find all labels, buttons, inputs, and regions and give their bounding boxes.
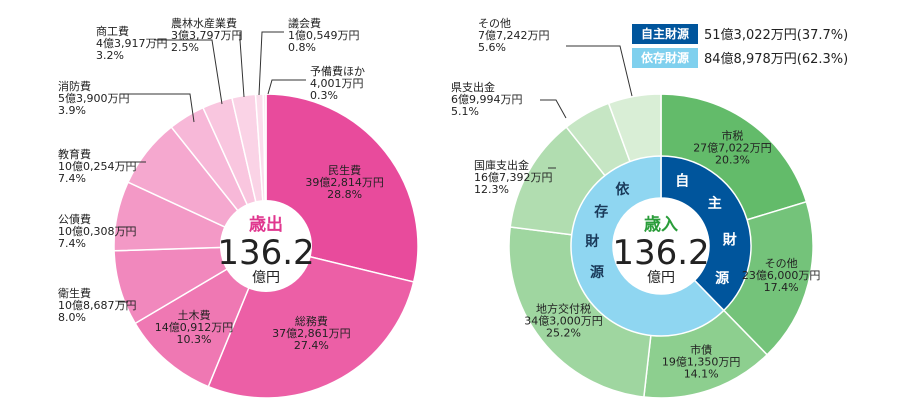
expenditure-label-amount-10: 4,001万円 xyxy=(310,77,364,90)
expenditure-center-hole xyxy=(220,200,312,292)
expenditure-label-percent-6: 3.9% xyxy=(58,104,86,117)
revenue-label-name-4: 国庫支出金 xyxy=(474,158,529,172)
revenue-center-hole xyxy=(613,198,709,294)
expenditure-label-amount-8: 3億3,797万円 xyxy=(171,29,243,42)
expenditure-label-name-3: 衛生費 xyxy=(58,286,91,300)
revenue-label-percent-1: 17.4% xyxy=(764,281,799,294)
revenue-label-amount-3: 34億3,000万円 xyxy=(524,315,603,328)
expenditure-label-percent-10: 0.3% xyxy=(310,89,338,102)
revenue-label-percent-0: 20.3% xyxy=(715,154,750,167)
expenditure-leader-9 xyxy=(258,31,284,96)
revenue-ring-char-0-2: 財 xyxy=(722,231,737,248)
revenue-ring-char-0-1: 主 xyxy=(708,195,722,212)
revenue-center-total: 136.2 xyxy=(612,233,709,273)
expenditure-label-amount-1: 37億2,861万円 xyxy=(272,327,351,340)
revenue-ring-segment-1 xyxy=(570,155,725,337)
expenditure-center-unit: 億円 xyxy=(252,270,280,286)
legend-own-revenue-value: 51億3,022万円(37.7%) xyxy=(704,27,848,43)
revenue-label-percent-5: 5.1% xyxy=(451,105,479,118)
legend-badge-dependent-revenue xyxy=(632,48,698,68)
expenditure-label-name-6: 消防費 xyxy=(58,79,91,93)
expenditure-label-amount-5: 10億0,254万円 xyxy=(58,160,137,173)
legend-badge-own-revenue-text: 自主財源 xyxy=(641,26,689,41)
expenditure-label-name-2: 土木費 xyxy=(178,308,211,322)
expenditure-label-amount-0: 39億2,814万円 xyxy=(305,176,384,189)
revenue-label-amount-2: 19億1,350万円 xyxy=(662,355,741,368)
revenue-label-amount-4: 16億7,392万円 xyxy=(474,171,553,184)
expenditure-label-percent-2: 10.3% xyxy=(177,333,212,346)
expenditure-slice-2 xyxy=(134,244,268,388)
expenditure-label-percent-9: 0.8% xyxy=(288,41,316,54)
revenue-label-percent-3: 25.2% xyxy=(546,327,581,340)
expenditure-label-amount-3: 10億8,687万円 xyxy=(58,299,137,312)
legend-badge-dependent-revenue-text: 依存財源 xyxy=(641,50,689,65)
revenue-label-name-6: その他 xyxy=(478,17,511,30)
expenditure-label-name-4: 公債費 xyxy=(58,212,91,226)
expenditure-label-amount-9: 1億0,549万円 xyxy=(288,29,360,42)
expenditure-label-name-7: 商工費 xyxy=(96,24,129,38)
revenue-label-amount-6: 7億7,242万円 xyxy=(478,29,550,42)
revenue-label-name-3: 地方交付税 xyxy=(536,302,591,316)
expenditure-label-name-0: 民生費 xyxy=(328,163,361,177)
revenue-leader-6 xyxy=(566,45,633,97)
revenue-label-percent-2: 14.1% xyxy=(684,367,719,380)
revenue-label-name-5: 県支出金 xyxy=(451,80,495,94)
revenue-ring-char-0-0: 自 xyxy=(675,172,689,189)
expenditure-label-percent-3: 8.0% xyxy=(58,311,86,324)
expenditure-label-amount-4: 10億0,308万円 xyxy=(58,225,137,238)
expenditure-label-amount-2: 14億0,912万円 xyxy=(155,321,234,334)
revenue-label-name-0: 市税 xyxy=(721,129,743,143)
expenditure-label-percent-8: 2.5% xyxy=(171,41,199,54)
expenditure-label-amount-7: 4億3,917万円 xyxy=(96,37,168,50)
expenditure-leader-6 xyxy=(120,93,195,123)
expenditure-label-percent-5: 7.4% xyxy=(58,172,86,185)
revenue-center-title: 歳入 xyxy=(644,214,678,235)
revenue-label-percent-6: 5.6% xyxy=(478,41,506,54)
revenue-label-amount-5: 6億9,994万円 xyxy=(451,93,523,106)
revenue-ring-char-1-3: 源 xyxy=(590,264,604,281)
revenue-ring-char-1-0: 依 xyxy=(615,181,630,198)
revenue-ring-char-1-2: 財 xyxy=(584,233,599,250)
revenue-label-name-1: その他 xyxy=(765,257,798,270)
revenue-legend: 自主財源 51億3,022万円(37.7%) 依存財源 84億8,978万円(6… xyxy=(632,24,848,68)
expenditure-label-amount-6: 5億3,900万円 xyxy=(58,92,130,105)
legend-badge-own-revenue xyxy=(632,24,698,44)
expenditure-label-percent-0: 28.8% xyxy=(327,188,362,201)
expenditure-leader-10 xyxy=(267,79,306,95)
expenditure-label-name-8: 農林水産業費 xyxy=(171,16,237,30)
revenue-center-unit: 億円 xyxy=(647,270,675,286)
revenue-leader-5 xyxy=(540,99,567,119)
revenue-label-amount-0: 27億7,022万円 xyxy=(693,142,772,155)
expenditure-label-name-5: 教育費 xyxy=(58,147,91,161)
expenditure-leader-8 xyxy=(239,32,245,98)
expenditure-label-name-9: 議会費 xyxy=(288,16,321,30)
expenditure-label-percent-4: 7.4% xyxy=(58,237,86,250)
revenue-ring-char-1-1: 存 xyxy=(594,204,608,221)
expenditure-label-name-10: 予備費ほか xyxy=(310,64,365,78)
expenditure-center-total: 136.2 xyxy=(217,233,314,273)
expenditure-label-percent-7: 3.2% xyxy=(96,49,124,62)
expenditure-center-title: 歳出 xyxy=(249,214,283,235)
expenditure-leader-7 xyxy=(154,39,223,105)
expenditure-label-percent-1: 27.4% xyxy=(294,339,329,352)
revenue-ring-char-0-3: 源 xyxy=(715,270,729,287)
revenue-label-percent-4: 12.3% xyxy=(474,183,509,196)
revenue-label-amount-1: 23億6,000万円 xyxy=(742,269,821,282)
revenue-label-name-2: 市債 xyxy=(690,342,712,356)
expenditure-label-name-1: 総務費 xyxy=(295,314,328,328)
legend-dependent-revenue-value: 84億8,978万円(62.3%) xyxy=(704,51,848,67)
